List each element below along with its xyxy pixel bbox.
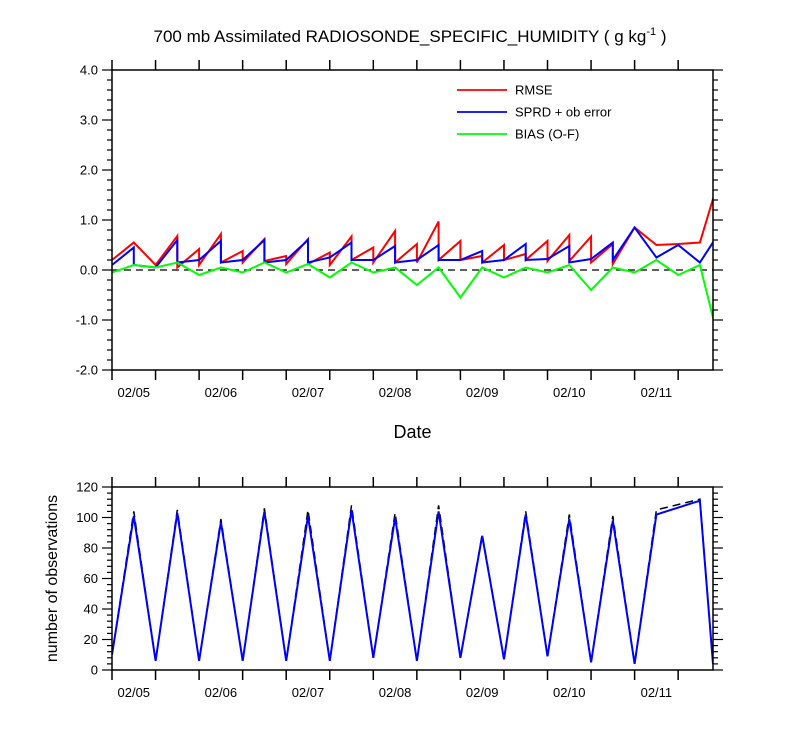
y-tick-label: 20 [84,632,98,647]
x-axis-label: Date [393,422,431,442]
y-tick-label: 3.0 [80,113,98,128]
legend-label: SPRD + ob error [515,105,612,120]
y-tick-label: 80 [84,541,98,556]
y-tick-label: 0.0 [80,263,98,278]
y-axis-label: number of observations [44,495,61,662]
y-tick-label: 1.0 [80,213,98,228]
series-line-sprd-ob-error [112,225,713,269]
x-tick-label: 02/07 [292,685,325,700]
x-tick-label: 02/06 [205,385,238,400]
stats-panel: 02/05 02/06 02/07 02/08 02/09 02/10 02/11 -2.0 -… [76,60,723,442]
y-tick-label: 100 [76,510,98,525]
y-tick-label: 4.0 [80,63,98,78]
y-tick-label: 60 [84,571,98,586]
x-tick-label: 02/06 [205,685,238,700]
x-tick-label: 02/08 [379,685,412,700]
y-tick-label: 120 [76,480,98,495]
series-line-assimilated [112,499,713,665]
legend-label: RMSE [515,83,553,98]
legend-label: BIAS (O-F) [515,127,579,142]
y-tick-label: 2.0 [80,163,98,178]
x-tick-label: 02/10 [553,685,586,700]
x-tick-label: 02/10 [553,385,586,400]
x-tick-label: 02/05 [118,385,151,400]
x-tick-label: 02/05 [118,685,151,700]
x-tick-label: 02/09 [466,385,499,400]
series-line-bias-o-f- [112,258,713,322]
chart-title: 700 mb Assimilated RADIOSONDE_SPECIFIC_H… [154,26,667,46]
x-tick-label: 02/11 [641,385,673,400]
x-tick-label: 02/07 [292,385,325,400]
series-line-rmse [112,195,713,270]
y-tick-label: -2.0 [76,363,98,378]
x-tick-label: 02/08 [379,385,412,400]
observations-panel: 02/05 02/06 02/07 02/08 02/09 02/10 02/11 0 20 40… [44,477,723,700]
plot-frame [111,69,714,371]
y-tick-label: 0 [91,663,98,678]
x-tick-label: 02/11 [641,685,673,700]
x-tick-label: 02/09 [466,685,499,700]
y-tick-label: -1.0 [76,313,98,328]
y-tick-label: 40 [84,602,98,617]
